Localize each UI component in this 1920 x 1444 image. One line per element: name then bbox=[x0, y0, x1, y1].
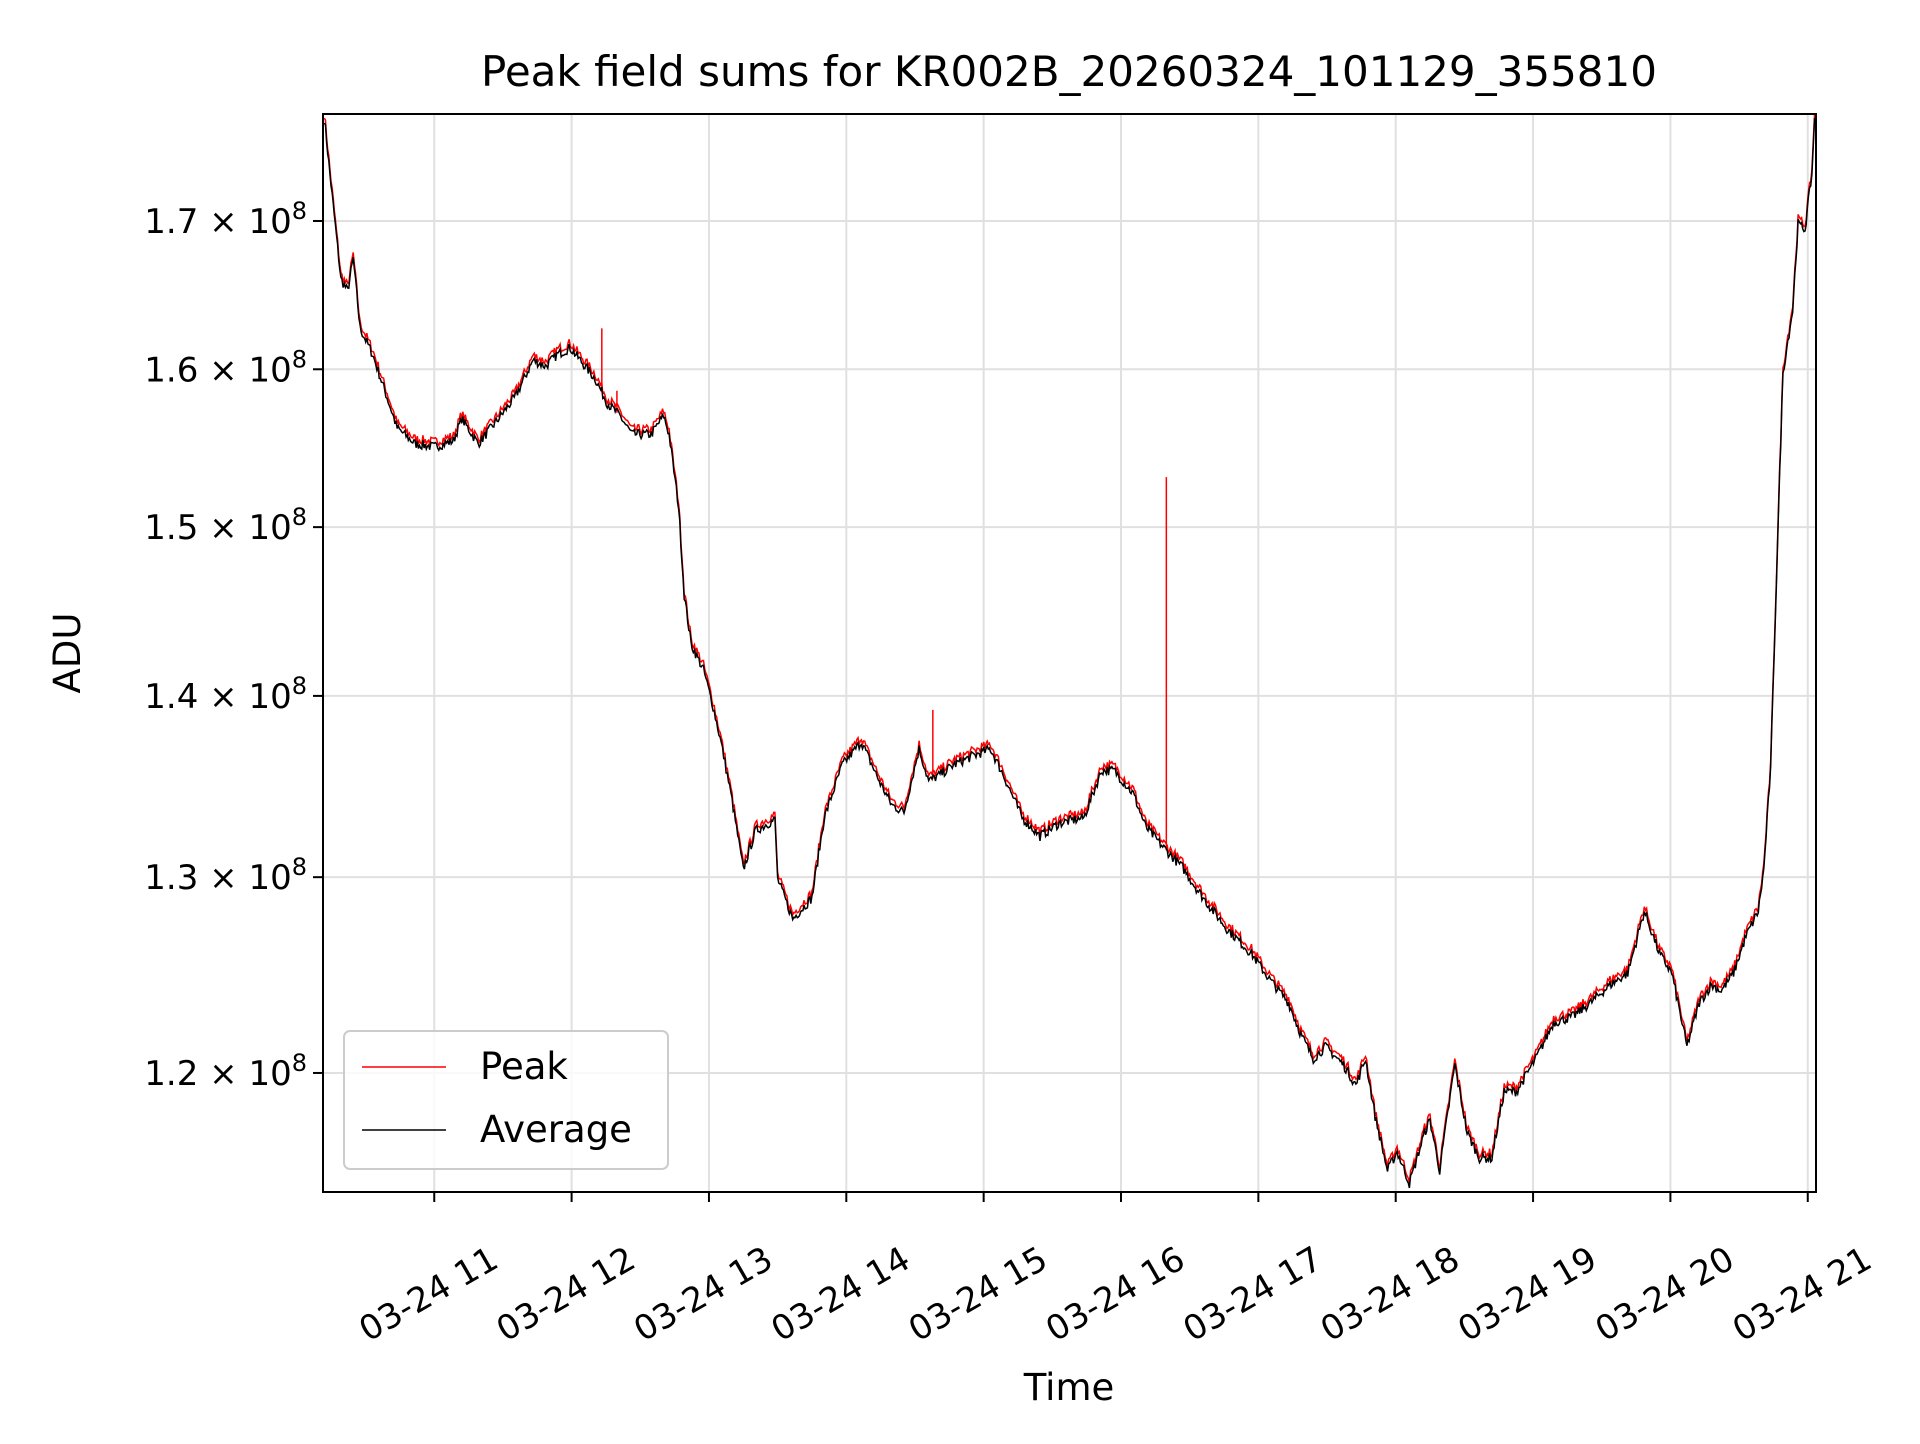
series-layer bbox=[323, 113, 1816, 1189]
chart-title: Peak field sums for KR002B_20260324_1011… bbox=[481, 47, 1657, 96]
grid bbox=[323, 114, 1816, 1192]
x-axis-label: Time bbox=[1023, 1366, 1115, 1409]
y-tick-label: 1.7 × 108 bbox=[144, 197, 307, 242]
y-tick-label: 1.5 × 108 bbox=[144, 503, 307, 548]
legend-label-average: Average bbox=[480, 1108, 632, 1151]
y-tick-label: 1.4 × 108 bbox=[144, 672, 307, 717]
y-tick-label: 1.2 × 108 bbox=[144, 1049, 307, 1094]
legend-label-peak: Peak bbox=[480, 1045, 568, 1088]
y-tick-label: 1.6 × 108 bbox=[144, 345, 307, 390]
series-average-line bbox=[323, 118, 1816, 1189]
y-tick-label: 1.3 × 108 bbox=[144, 853, 307, 898]
legend-box bbox=[343, 1030, 669, 1170]
plot-frame bbox=[322, 113, 1817, 1193]
y-axis-label: ADU bbox=[46, 613, 89, 694]
y-axis: 1.2 × 108 1.3 × 108 1.4 × 108 1.5 × 108 1.6 … bbox=[144, 197, 323, 1094]
legend: Peak Average bbox=[343, 1030, 669, 1170]
series-peak-line bbox=[323, 113, 1816, 1184]
